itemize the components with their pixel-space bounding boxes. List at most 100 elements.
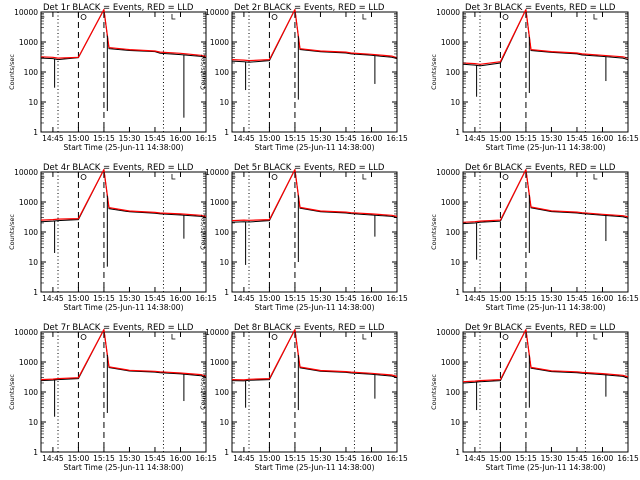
detector-panel: Det 4r BLACK = Events, RED = LLD 1 10 100 10… <box>8 163 217 312</box>
series-line-events <box>41 329 206 382</box>
y-tick-label: 1000 <box>210 38 229 47</box>
bracket-marker-icon <box>593 14 598 20</box>
y-tick-label: 10000 <box>205 8 229 17</box>
x-tick-label: 14:45 <box>233 134 255 143</box>
y-tick-label: 1000 <box>19 38 38 47</box>
bracket-marker-icon <box>593 174 598 180</box>
bracket-marker-icon <box>362 334 367 340</box>
x-tick-label: 15:30 <box>541 294 563 303</box>
x-tick-label: 14:45 <box>42 134 64 143</box>
circle-marker-icon <box>502 334 509 340</box>
x-tick-label: 16:00 <box>361 294 383 303</box>
x-tick-label: 16:15 <box>617 134 639 143</box>
plot-frame <box>40 331 207 453</box>
y-tick-label: 100 <box>24 228 39 237</box>
series-line-lld <box>463 9 628 65</box>
x-tick-label: 15:00 <box>490 454 512 463</box>
y-tick-label: 10 <box>450 98 460 107</box>
x-axis-label: Start Time (25-Jun-11 14:38:00) <box>255 303 375 312</box>
detector-panel: Det 3r BLACK = Events, RED = LLD 1 10 100 10… <box>430 3 639 152</box>
y-tick-label: 10000 <box>14 168 38 177</box>
circle-marker-icon <box>271 174 278 180</box>
panel-title: Det 7r BLACK = Events, RED = LLD <box>43 323 194 333</box>
x-tick-label: 15:15 <box>284 294 306 303</box>
panel-title: Det 4r BLACK = Events, RED = LLD <box>43 163 194 173</box>
x-tick-label: 16:15 <box>195 134 217 143</box>
x-tick-label: 15:30 <box>119 294 141 303</box>
y-tick-label: 1000 <box>441 198 460 207</box>
y-tick-label: 1000 <box>441 358 460 367</box>
bracket-marker-icon <box>171 334 176 340</box>
x-tick-label: 16:15 <box>386 294 408 303</box>
panel-title: Det 1r BLACK = Events, RED = LLD <box>43 3 194 13</box>
detector-panel: Det 1r BLACK = Events, RED = LLD 1 10 100 10… <box>8 3 217 152</box>
y-tick-label: 100 <box>215 68 230 77</box>
y-tick-label: 1 <box>455 448 460 457</box>
bracket-marker-icon <box>593 334 598 340</box>
circle-marker-icon <box>271 334 278 340</box>
x-tick-label: 15:15 <box>93 294 115 303</box>
bracket-marker-icon <box>362 14 367 20</box>
bracket-marker-icon <box>171 174 176 180</box>
y-tick-label: 1 <box>33 288 38 297</box>
series-line-lld <box>463 329 628 383</box>
y-tick-label: 10 <box>28 98 38 107</box>
x-tick-label: 14:45 <box>464 294 486 303</box>
x-tick-label: 15:30 <box>310 294 332 303</box>
x-tick-label: 16:15 <box>617 294 639 303</box>
y-tick-label: 10000 <box>436 168 460 177</box>
y-tick-label: 10000 <box>205 168 229 177</box>
y-tick-label: 10000 <box>436 328 460 337</box>
x-tick-label: 15:30 <box>541 454 563 463</box>
plot-frame <box>462 171 629 293</box>
x-tick-label: 15:00 <box>68 454 90 463</box>
series-line-lld <box>232 9 397 62</box>
y-axis-label: Counts/sec <box>430 214 438 250</box>
x-tick-label: 15:30 <box>119 134 141 143</box>
series-line-lld <box>463 169 628 223</box>
y-tick-label: 10 <box>219 98 229 107</box>
y-tick-label: 100 <box>446 68 461 77</box>
y-tick-label: 1000 <box>441 38 460 47</box>
x-tick-label: 15:45 <box>144 134 166 143</box>
plot-frame <box>231 331 398 453</box>
x-tick-label: 16:00 <box>592 454 614 463</box>
x-tick-label: 16:15 <box>617 454 639 463</box>
x-tick-label: 15:45 <box>335 454 357 463</box>
x-tick-label: 15:15 <box>515 294 537 303</box>
series-line-events <box>463 329 628 384</box>
x-tick-label: 15:15 <box>284 454 306 463</box>
y-tick-label: 1000 <box>19 358 38 367</box>
x-tick-label: 16:00 <box>592 134 614 143</box>
x-tick-label: 14:45 <box>42 294 64 303</box>
panel-title: Det 5r BLACK = Events, RED = LLD <box>234 163 385 173</box>
series-line-events <box>41 9 206 61</box>
x-tick-label: 15:15 <box>93 454 115 463</box>
x-tick-label: 16:15 <box>386 454 408 463</box>
y-tick-label: 1000 <box>210 358 229 367</box>
x-tick-label: 16:00 <box>170 454 192 463</box>
series-line-events <box>463 9 628 67</box>
detector-panel: Det 9r BLACK = Events, RED = LLD 1 10 100 10… <box>430 323 639 472</box>
x-tick-label: 16:15 <box>195 294 217 303</box>
x-tick-label: 15:00 <box>490 294 512 303</box>
x-tick-label: 15:00 <box>259 294 281 303</box>
y-axis-label: Counts/sec <box>199 214 207 250</box>
circle-marker-icon <box>80 14 87 20</box>
y-tick-label: 10000 <box>436 8 460 17</box>
x-tick-label: 15:15 <box>515 134 537 143</box>
y-tick-label: 1 <box>33 128 38 137</box>
y-tick-label: 1000 <box>210 198 229 207</box>
y-tick-label: 10 <box>450 418 460 427</box>
series-line-lld <box>232 169 397 222</box>
y-axis-label: Counts/sec <box>8 54 16 90</box>
series-line-lld <box>41 169 206 221</box>
detector-panel: Det 8r BLACK = Events, RED = LLD 1 10 100 10… <box>199 323 408 472</box>
x-tick-label: 14:45 <box>42 454 64 463</box>
x-tick-label: 15:00 <box>490 134 512 143</box>
y-tick-label: 100 <box>446 228 461 237</box>
y-tick-label: 1 <box>455 288 460 297</box>
bracket-marker-icon <box>171 14 176 20</box>
x-tick-label: 15:45 <box>566 134 588 143</box>
y-tick-label: 100 <box>24 68 39 77</box>
